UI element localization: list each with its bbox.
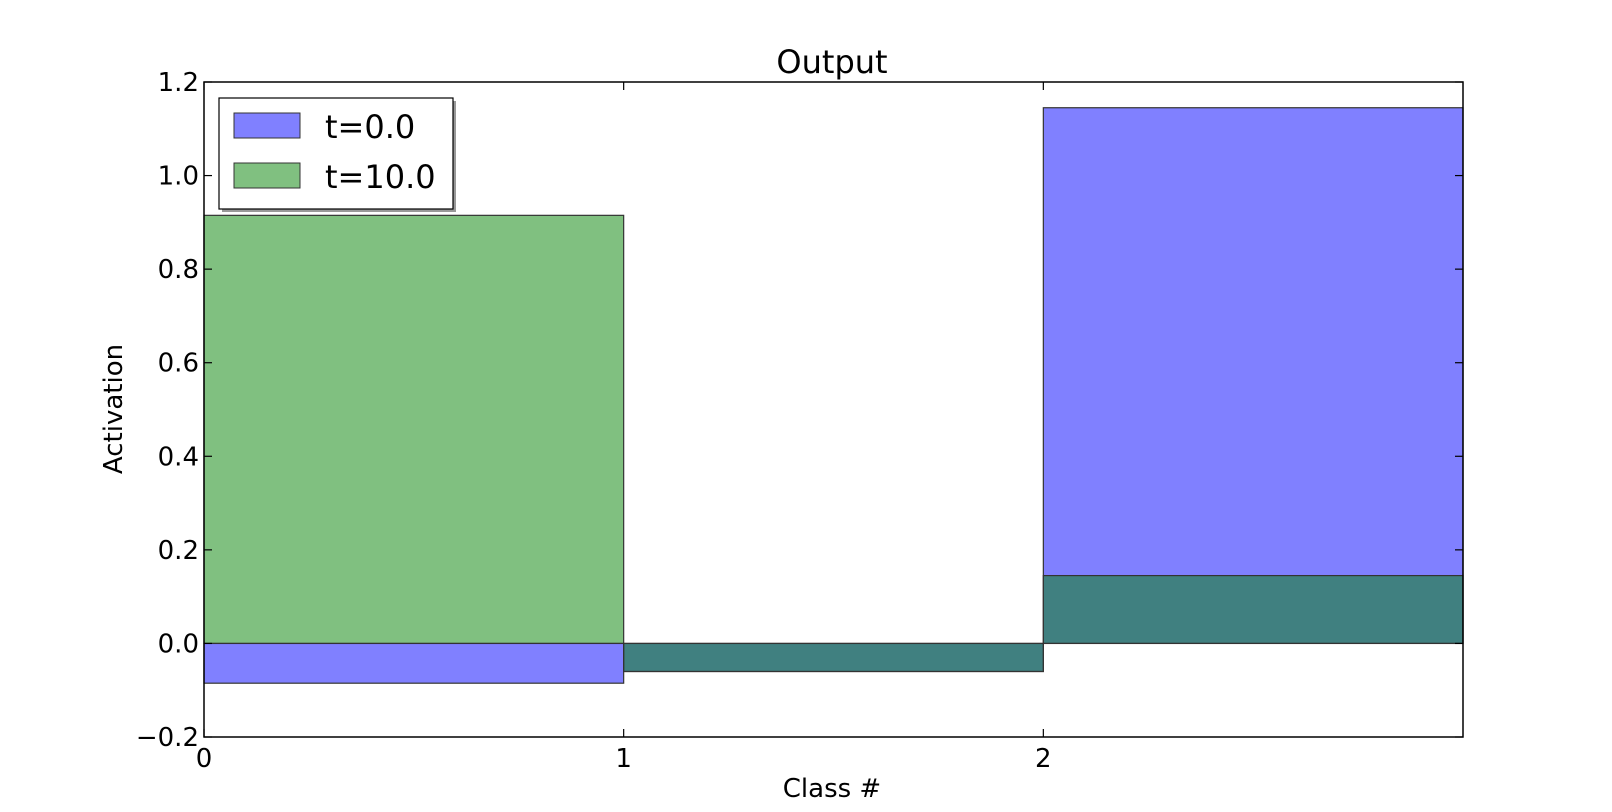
legend-label-t0: t=0.0 — [325, 108, 415, 146]
ticks-layer: −0.2 0.0 0.2 0.4 0.6 0.8 1.0 1.2 0 1 2 — [136, 68, 1463, 774]
y-tick-label: 1.0 — [158, 162, 199, 192]
legend-swatch-t0 — [233, 112, 301, 139]
y-tick-label: 0.8 — [158, 255, 199, 285]
x-tick-label: 2 — [1035, 744, 1052, 774]
y-tick-label: −0.2 — [136, 723, 199, 753]
y-tick-label: 0.6 — [158, 349, 199, 379]
bar-t10-class-0 — [204, 215, 624, 644]
chart-title: Output — [776, 43, 887, 81]
y-tick-label: 0.4 — [158, 442, 199, 472]
bar-outline-t10-class-1 — [623, 642, 1044, 673]
plot-frame — [203, 81, 1464, 738]
y-tick-label: 0.0 — [158, 629, 199, 659]
y-tick-label: 1.2 — [158, 68, 199, 98]
bars-layer — [203, 107, 1464, 684]
x-tick-label: 0 — [196, 744, 213, 774]
legend-label-t10: t=10.0 — [325, 158, 436, 196]
x-axis-title: Class # — [783, 774, 881, 804]
bar-t0-class-2-upper — [1043, 107, 1463, 576]
legend: t=0.0 t=10.0 — [218, 97, 456, 212]
bar-overlap-class-1 — [623, 643, 1044, 672]
y-axis-title: Activation — [99, 344, 129, 474]
x-tick-label: 1 — [615, 744, 632, 774]
legend-swatch-t10 — [233, 162, 301, 189]
bar-t0-class-0 — [204, 643, 624, 684]
y-tick-label: 0.2 — [158, 536, 199, 566]
bar-overlap-class-2 — [1043, 575, 1463, 644]
